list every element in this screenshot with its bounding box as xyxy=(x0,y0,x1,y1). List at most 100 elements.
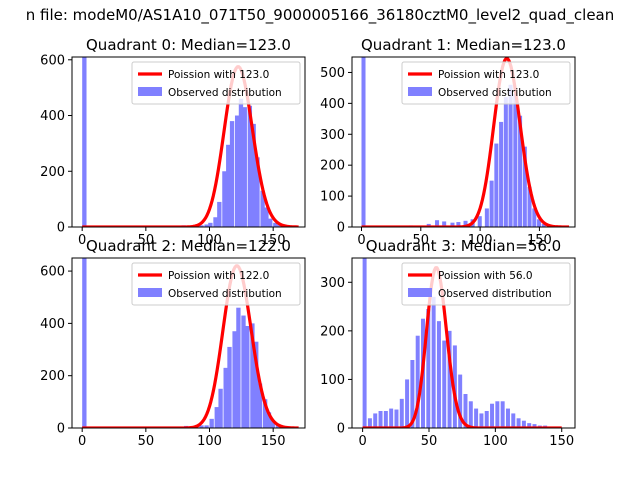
legend-box xyxy=(401,61,571,105)
histogram-bar xyxy=(242,107,247,227)
x-tick-label: 100 xyxy=(197,233,222,248)
histogram-bar xyxy=(232,331,237,428)
histogram-bar xyxy=(456,222,461,227)
y-tick-label: 600 xyxy=(40,53,65,68)
histogram-bar xyxy=(268,218,273,227)
legend: Poission with 123.0 Observed distribution xyxy=(401,61,571,105)
histogram-bar xyxy=(527,423,532,428)
histogram-bar xyxy=(399,398,404,428)
histogram-bar xyxy=(204,425,209,428)
y-tick-label: 0 xyxy=(57,221,65,236)
y-tick-label: 300 xyxy=(320,128,345,143)
x-tick-label: 100 xyxy=(468,233,493,248)
histogram-bar xyxy=(516,418,521,428)
histogram-bar xyxy=(522,146,527,227)
subplot-title: Quadrant 1: Median=123.0 xyxy=(361,36,566,54)
figure-suptitle: n file: modeM0/AS1A10_071T50_9000005166_… xyxy=(26,6,615,25)
y-tick-label: 400 xyxy=(320,97,345,112)
legend: Poission with 123.0 Observed distribution xyxy=(131,61,301,105)
histogram-bar xyxy=(442,221,447,227)
histogram-bar xyxy=(236,307,241,428)
x-tick-label: 50 xyxy=(421,434,438,449)
histogram-bar xyxy=(537,219,542,227)
histogram-bar xyxy=(226,144,231,227)
legend-observed-swatch xyxy=(138,288,162,297)
histogram-bar xyxy=(250,323,255,428)
x-tick-label: 150 xyxy=(527,233,552,248)
histogram-bar xyxy=(463,220,468,227)
subplot-quadrant-2: 0 50 100 150 0 200 400 600 Quadrant 2: Median=12… xyxy=(40,237,306,449)
legend-observed-label: Observed distribution xyxy=(438,87,552,99)
histogram-bar xyxy=(511,413,516,428)
y-tick-label: 200 xyxy=(40,165,65,180)
histogram-bar xyxy=(490,403,495,428)
histogram-bar xyxy=(410,360,415,428)
histogram-bar xyxy=(276,225,282,227)
legend-poisson-label: Poission with 122.0 xyxy=(168,270,269,282)
histogram-bar xyxy=(477,216,482,227)
legend: Poission with 122.0 Observed distribution xyxy=(131,262,301,306)
histogram-bar xyxy=(505,408,510,428)
plot-area xyxy=(361,57,570,227)
histogram-bar xyxy=(238,98,244,227)
legend-poisson-label: Poission with 123.0 xyxy=(168,69,269,81)
histogram-bar xyxy=(484,411,489,428)
x-tick-label: 0 xyxy=(358,434,366,449)
histogram-bar xyxy=(468,401,473,428)
legend-observed-label: Observed distribution xyxy=(168,87,282,99)
subplot-title: Quadrant 0: Median=123.0 xyxy=(86,36,291,54)
x-tick-label: 150 xyxy=(261,434,286,449)
histogram-bar xyxy=(458,374,463,428)
axes-frame xyxy=(71,257,306,429)
histogram-bar xyxy=(229,121,235,227)
x-tick-label: 50 xyxy=(138,434,155,449)
subplot-quadrant-1: 0 50 100 150 0 100 200 300 400 500 Quadrant 1: Med… xyxy=(320,36,576,248)
poisson-curve xyxy=(362,266,562,428)
histogram-bar xyxy=(415,335,420,428)
x-tick-label: 50 xyxy=(413,233,430,248)
y-tick-label: 300 xyxy=(320,276,345,291)
legend-poisson-label: Poission with 123.0 xyxy=(438,69,539,81)
legend-box xyxy=(131,61,301,105)
histogram-bar xyxy=(241,315,246,428)
histogram-bar xyxy=(484,208,489,227)
axes-frame xyxy=(351,56,576,228)
histogram-bar xyxy=(361,57,366,227)
histogram-bar xyxy=(234,115,240,227)
x-tick-label: 0 xyxy=(78,434,86,449)
axes-frame xyxy=(71,56,306,228)
x-tick-label: 100 xyxy=(483,434,508,449)
histogram-bar xyxy=(494,143,499,227)
x-tick-label: 150 xyxy=(549,434,574,449)
histogram-bar xyxy=(463,394,468,428)
histogram-bar xyxy=(223,367,228,428)
legend-observed-label: Observed distribution xyxy=(438,288,552,300)
subplot-title: Quadrant 3: Median=56.0 xyxy=(366,237,561,255)
histogram-bar xyxy=(489,180,494,227)
histogram-bar xyxy=(257,383,263,428)
histogram-bar xyxy=(442,340,447,428)
histogram-bar xyxy=(266,412,272,428)
histogram-bar xyxy=(508,84,513,227)
histogram-bar xyxy=(450,222,455,227)
histogram-bar xyxy=(222,171,227,227)
x-tick-label: 0 xyxy=(78,233,86,248)
subplots-container: 0 50 100 150 0 200 400 600 Quadrant 0: Median=12… xyxy=(40,36,576,449)
legend-box xyxy=(131,262,301,306)
y-tick-label: 400 xyxy=(40,317,65,332)
histogram-bar xyxy=(474,408,479,428)
histogram-bar xyxy=(389,408,394,428)
y-tick-label: 100 xyxy=(320,373,345,388)
subplot-quadrant-3: 0 50 100 150 0 100 200 300 Quadrant 3: Median=56… xyxy=(320,237,576,449)
y-tick-label: 100 xyxy=(320,190,345,205)
histogram-bar xyxy=(426,309,431,428)
y-tick-label: 200 xyxy=(320,324,345,339)
histogram-bar xyxy=(262,399,268,428)
histogram-bar xyxy=(532,424,537,428)
histogram-bar xyxy=(405,379,410,428)
histogram-bar xyxy=(499,121,504,227)
histogram-bar xyxy=(245,326,250,428)
histogram-bar xyxy=(373,413,378,428)
legend-observed-swatch xyxy=(408,87,432,96)
